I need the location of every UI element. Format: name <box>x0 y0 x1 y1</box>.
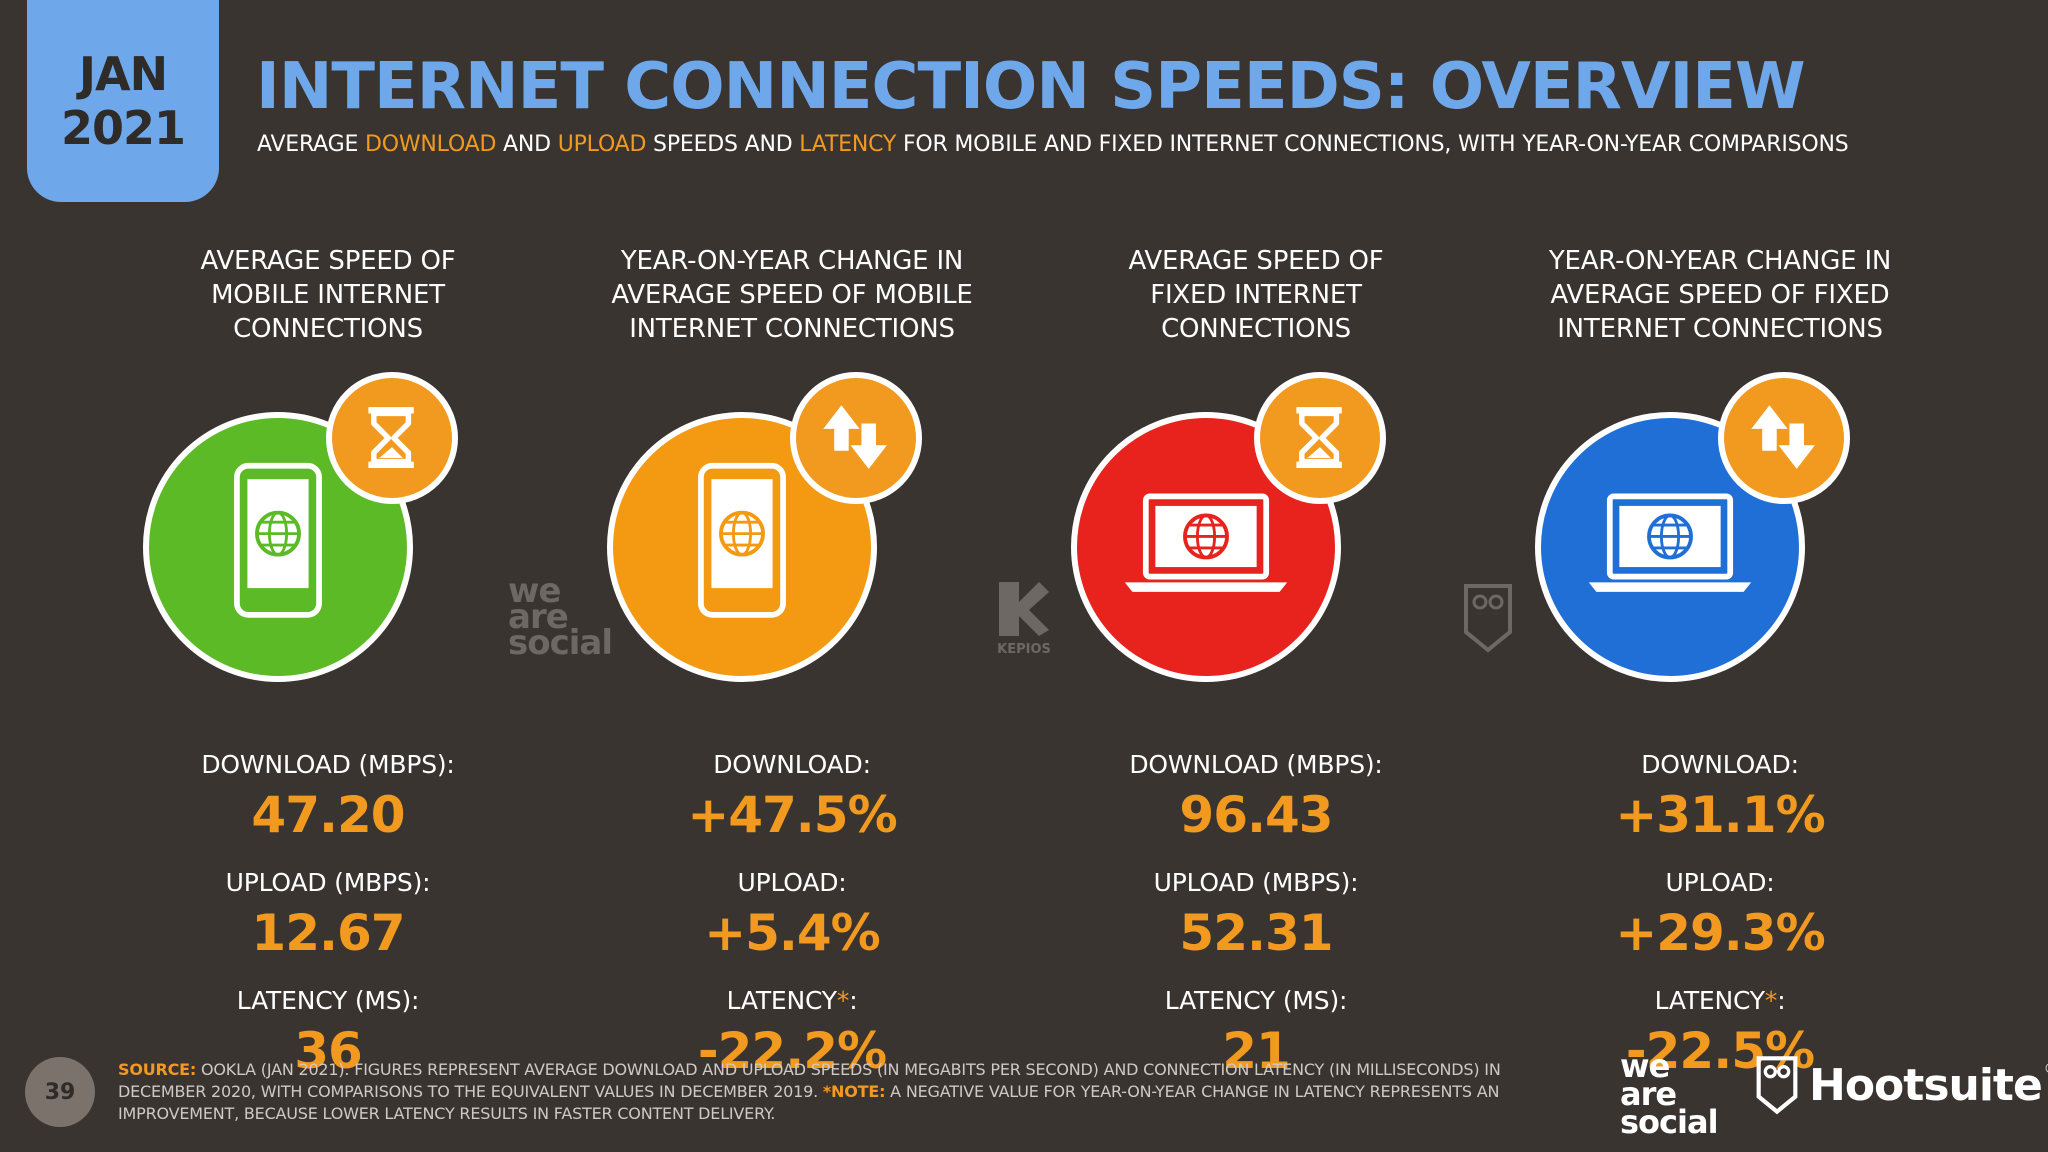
hootsuite-wordmark: Hootsuite <box>1809 1059 2043 1111</box>
heading-line: FIXED INTERNET <box>1150 280 1362 310</box>
download-label: DOWNLOAD (MBPS): <box>201 750 455 779</box>
latency-label: LATENCY (MS): <box>236 986 420 1015</box>
hootsuite-logo: Hootsuite ® <box>1755 1055 2048 1115</box>
latency-value: 21 <box>1222 1022 1291 1080</box>
heading-line: AVERAGE SPEED OF FIXED <box>1550 280 1890 310</box>
latency-label-text: LATENCY <box>726 986 838 1015</box>
column-fixed-yoy: YEAR-ON-YEAR CHANGE IN AVERAGE SPEED OF … <box>1510 240 1930 1104</box>
column-heading: YEAR-ON-YEAR CHANGE IN AVERAGE SPEED OF … <box>1510 240 1930 350</box>
column-heading: AVERAGE SPEED OF MOBILE INTERNET CONNECT… <box>118 240 538 350</box>
heading-line: YEAR-ON-YEAR CHANGE IN <box>1548 246 1892 276</box>
download-value: +47.5% <box>687 786 897 844</box>
page-number: 39 <box>25 1057 95 1127</box>
icon-group <box>1535 372 1855 692</box>
upload-value: +29.3% <box>1615 904 1825 962</box>
upload-value: 52.31 <box>1179 904 1333 962</box>
heading-line: INTERNET CONNECTIONS <box>629 314 955 344</box>
we-are-social-logo: we are social <box>1620 1047 1719 1141</box>
upload-label: UPLOAD (MBPS): <box>1153 868 1359 897</box>
subtitle-highlight-upload: UPLOAD <box>557 132 647 157</box>
download-label: DOWNLOAD: <box>713 750 871 779</box>
upload-label: UPLOAD: <box>737 868 847 897</box>
heading-line: CONNECTIONS <box>1161 314 1351 344</box>
watermark-line: social <box>508 623 613 663</box>
note-text: A NEGATIVE VALUE FOR YEAR-ON-YEAR CHANGE… <box>118 1082 1500 1123</box>
heading-line: YEAR-ON-YEAR CHANGE IN <box>620 246 964 276</box>
heading-line: MOBILE INTERNET <box>211 280 445 310</box>
latency-value: -22.2% <box>697 1022 887 1080</box>
kepios-label: KEPIOS <box>997 642 1051 657</box>
heading-line: CONNECTIONS <box>233 314 423 344</box>
subtitle-text: AND <box>496 132 558 157</box>
heading-line: AVERAGE SPEED OF <box>200 246 456 276</box>
subtitle-text: FOR MOBILE AND FIXED INTERNET CONNECTION… <box>896 132 1849 157</box>
latency-value: 36 <box>294 1022 363 1080</box>
heading-line: AVERAGE SPEED OF <box>1128 246 1384 276</box>
column-heading: YEAR-ON-YEAR CHANGE IN AVERAGE SPEED OF … <box>582 240 1002 350</box>
column-fixed-speed: AVERAGE SPEED OF FIXED INTERNET CONNECTI… <box>1046 240 1466 1104</box>
logo-line: we <box>1620 1047 1670 1085</box>
latency-note-marker: * <box>1764 986 1778 1015</box>
up-down-arrows-icon <box>790 372 922 504</box>
latency-label: LATENCY*: <box>1510 986 1930 1020</box>
source-note: SOURCE: OOKLA (JAN 2021). FIGURES REPRES… <box>118 1059 1578 1125</box>
owl-icon <box>1756 1056 1798 1115</box>
kepios-watermark: KEPIOS <box>994 580 1054 657</box>
column-mobile-speed: AVERAGE SPEED OF MOBILE INTERNET CONNECT… <box>118 240 538 1104</box>
icon-group <box>607 372 927 692</box>
logo-line: social <box>1620 1103 1719 1141</box>
hourglass-icon <box>1254 372 1386 504</box>
watermark-line: we <box>508 571 561 611</box>
upload-value: +5.4% <box>704 904 881 962</box>
source-text: OOKLA (JAN 2021). FIGURES REPRESENT AVER… <box>118 1060 1501 1101</box>
icon-group <box>1071 372 1391 692</box>
heading-line: AVERAGE SPEED OF MOBILE <box>611 280 973 310</box>
logo-line: are <box>1620 1075 1677 1113</box>
we-are-social-watermark: we are social <box>508 571 613 663</box>
latency-label-colon: : <box>1777 986 1786 1015</box>
owl-icon <box>1464 584 1512 653</box>
kepios-logo-icon <box>999 582 1049 636</box>
latency-label: LATENCY (MS): <box>1164 986 1348 1015</box>
hourglass-icon <box>326 372 458 504</box>
download-label: DOWNLOAD (MBPS): <box>1129 750 1383 779</box>
registered-mark: ® <box>2044 1061 2048 1077</box>
download-label: DOWNLOAD: <box>1641 750 1799 779</box>
date-year: 2021 <box>60 101 186 155</box>
latency-label-text: LATENCY <box>1654 986 1766 1015</box>
subtitle-text: AVERAGE <box>257 132 365 157</box>
latency-note-marker: * <box>836 986 850 1015</box>
source-tag: SOURCE: <box>118 1060 197 1079</box>
latency-value: -22.5% <box>1625 1022 1815 1080</box>
hootsuite-owl-watermark <box>1462 582 1514 658</box>
latency-label: LATENCY*: <box>582 986 1002 1020</box>
date-badge: JAN 2021 <box>27 0 219 202</box>
upload-label: UPLOAD: <box>1665 868 1775 897</box>
heading-line: INTERNET CONNECTIONS <box>1557 314 1883 344</box>
column-mobile-yoy: YEAR-ON-YEAR CHANGE IN AVERAGE SPEED OF … <box>582 240 1002 1104</box>
subtitle-highlight-download: DOWNLOAD <box>365 132 497 157</box>
download-value: 47.20 <box>251 786 405 844</box>
note-tag: *NOTE: <box>822 1082 886 1101</box>
column-heading: AVERAGE SPEED OF FIXED INTERNET CONNECTI… <box>1046 240 1466 350</box>
upload-value: 12.67 <box>251 904 405 962</box>
icon-group <box>143 372 463 692</box>
up-down-arrows-icon <box>1718 372 1850 504</box>
subtitle-text: SPEEDS AND <box>646 132 800 157</box>
download-value: +31.1% <box>1615 786 1825 844</box>
upload-label: UPLOAD (MBPS): <box>225 868 431 897</box>
page-title: INTERNET CONNECTION SPEEDS: OVERVIEW <box>256 50 1806 124</box>
watermark-line: are <box>508 597 569 637</box>
latency-label-colon: : <box>849 986 858 1015</box>
page-subtitle: AVERAGE DOWNLOAD AND UPLOAD SPEEDS AND L… <box>257 132 1849 157</box>
subtitle-highlight-latency: LATENCY <box>799 132 897 157</box>
date-month: JAN <box>78 47 168 101</box>
download-value: 96.43 <box>1179 786 1333 844</box>
